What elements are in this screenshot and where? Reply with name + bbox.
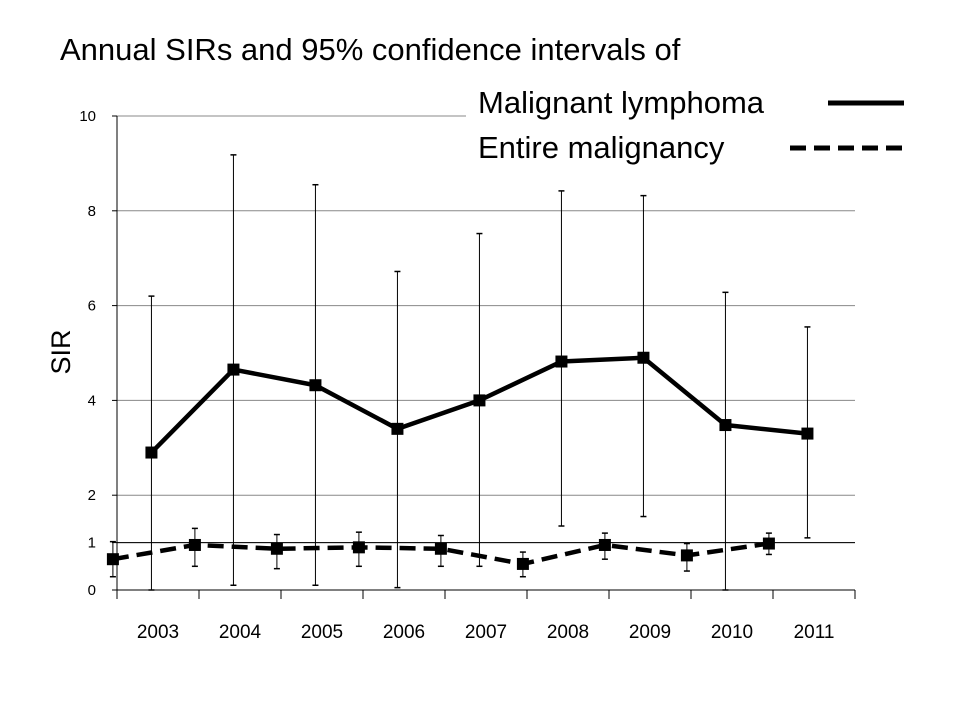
- y-tick-label-10: 10: [79, 108, 96, 125]
- x-tick-label-2006: 2006: [383, 622, 425, 643]
- malignant-lymphoma-marker-2004: [227, 363, 240, 376]
- malignant-lymphoma-marker-2011: [801, 427, 814, 440]
- entire-malignancy-marker-2007: [434, 542, 447, 555]
- x-tick-label-2005: 2005: [301, 622, 343, 643]
- y-tick-label-2: 2: [88, 487, 96, 504]
- x-tick-label-2011: 2011: [794, 622, 835, 643]
- entire-malignancy-line: [112, 541, 770, 567]
- entire-malignancy-marker-2010: [680, 549, 693, 562]
- y-tick-label-8: 8: [88, 203, 96, 220]
- entire-malignancy-marker-2005: [270, 542, 283, 555]
- y-tick-label-0: 0: [88, 582, 96, 599]
- malignant-lymphoma-marker-2009: [637, 351, 650, 364]
- x-tick-label-2003: 2003: [137, 622, 179, 643]
- x-tick-label-2004: 2004: [219, 622, 262, 643]
- y-axis-label: SIR: [46, 329, 76, 374]
- x-tick-label-2008: 2008: [547, 622, 589, 643]
- y-tick-label-6: 6: [88, 298, 96, 315]
- legend-background: [466, 82, 906, 168]
- y-tick-label-4: 4: [88, 392, 96, 409]
- x-tick-label-2009: 2009: [629, 622, 671, 643]
- x-tick-label-2007: 2007: [465, 622, 507, 643]
- entire-malignancy-marker-2003: [106, 553, 119, 566]
- malignant-lymphoma-marker-2006: [391, 422, 404, 435]
- legend-label-malignant-lymphoma: Malignant lymphoma: [478, 85, 765, 120]
- legend: Malignant lymphoma Entire malignancy: [466, 82, 906, 168]
- malignant-lymphoma-marker-2005: [309, 379, 322, 392]
- entire-malignancy-marker-2009: [598, 538, 611, 551]
- entire-malignancy-marker-2011: [762, 537, 775, 550]
- y-tick-labels: 0 1 2 4 6 8 10: [79, 108, 96, 599]
- entire-malignancy-marker-2004: [188, 538, 201, 551]
- entire-malignancy-marker-2006: [352, 541, 365, 554]
- x-tick-labels: 2003 2004 2005 2006 2007 2008 2009 2010 2011: [137, 622, 835, 643]
- malignant-lymphoma-marker-2003: [145, 446, 158, 459]
- legend-label-entire-malignancy: Entire malignancy: [478, 130, 725, 165]
- malignant-lymphoma-marker-2008: [555, 355, 568, 368]
- malignant-lymphoma-marker-2007: [473, 394, 486, 407]
- chart-title: Annual SIRs and 95% confidence intervals…: [60, 32, 681, 67]
- malignant-lymphoma-marker-2010: [719, 419, 732, 432]
- data-markers: [106, 351, 814, 570]
- y-tick-label-1: 1: [88, 535, 96, 552]
- x-tick-label-2010: 2010: [711, 622, 753, 643]
- entire-malignancy-marker-2008: [516, 557, 529, 570]
